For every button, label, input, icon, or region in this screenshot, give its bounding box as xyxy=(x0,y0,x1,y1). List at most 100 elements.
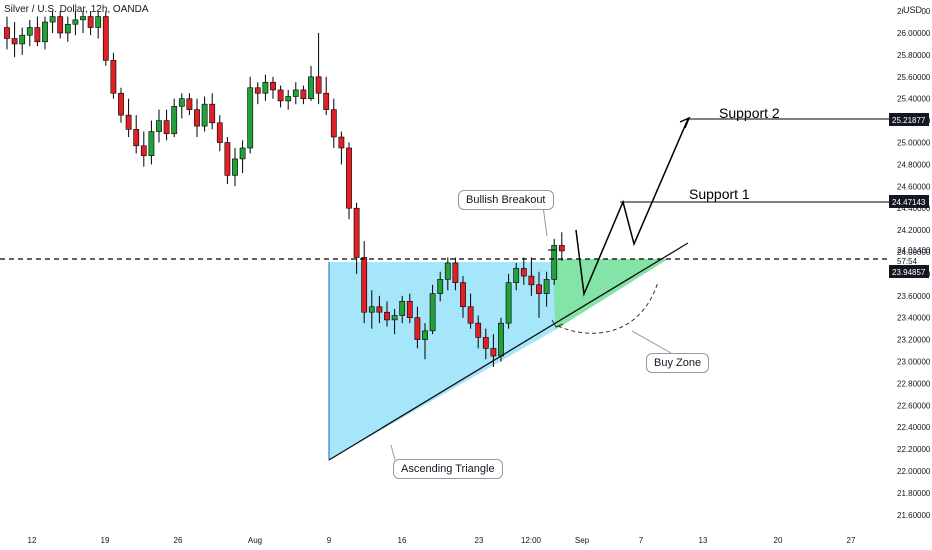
ascending-support-line xyxy=(328,242,689,461)
candle xyxy=(49,11,56,33)
candle xyxy=(186,93,193,116)
y-tick-label: 24.20000 xyxy=(897,226,931,235)
y-tick-label: 26.00000 xyxy=(897,29,931,38)
x-tick-label: 12 xyxy=(28,536,37,545)
candle-body xyxy=(498,322,504,357)
y-tick-label: 23.00000 xyxy=(897,358,931,367)
support-1-price-label: 24.47143 xyxy=(892,198,926,207)
candle-body xyxy=(163,120,170,135)
candle xyxy=(300,85,307,105)
buy-zone-fill xyxy=(553,259,668,330)
candle xyxy=(232,147,238,187)
bullish-breakout-callout: Bullish Breakout xyxy=(458,190,554,210)
candle-body xyxy=(224,142,231,176)
candle-body xyxy=(300,89,307,100)
y-tick-label: 22.20000 xyxy=(897,445,931,454)
projected-path xyxy=(575,118,689,297)
candle-body xyxy=(118,92,124,116)
x-tick-label: 23 xyxy=(475,536,484,545)
candle xyxy=(330,98,337,148)
candle-body xyxy=(216,122,223,143)
candle-body xyxy=(57,16,64,34)
candle xyxy=(178,93,185,119)
y-tick-label: 25.00000 xyxy=(897,139,931,148)
currency-label[interactable]: USD xyxy=(902,5,922,15)
candle-body xyxy=(406,300,413,318)
candle-body xyxy=(368,306,375,313)
candle xyxy=(11,22,18,58)
candle-body xyxy=(64,23,71,34)
chart-title: Silver / U.S. Dollar, 12h, OANDA xyxy=(4,4,149,15)
x-tick-label: 13 xyxy=(699,536,708,545)
candle-body xyxy=(95,16,102,28)
candle xyxy=(4,16,10,50)
candle xyxy=(536,271,542,318)
y-tick-label: 23.20000 xyxy=(897,336,931,345)
candle-body xyxy=(513,268,520,283)
candle xyxy=(292,82,299,105)
candle xyxy=(95,11,102,39)
candle xyxy=(361,241,368,324)
candle xyxy=(140,131,147,167)
candle xyxy=(270,76,276,99)
candle-body xyxy=(543,279,550,294)
candle xyxy=(209,93,216,130)
candle-body xyxy=(323,92,330,110)
candle-body xyxy=(239,147,246,160)
x-tick-label: 12:00 xyxy=(521,536,542,545)
candle xyxy=(346,142,352,220)
candle xyxy=(452,257,459,291)
buy-zone-arc xyxy=(557,281,659,334)
candle xyxy=(558,232,565,261)
candle-body xyxy=(391,315,398,321)
candle-body xyxy=(475,322,482,338)
candle-body xyxy=(505,282,512,324)
y-tick-label: 24.00000 xyxy=(897,248,931,257)
candle xyxy=(42,16,48,50)
candle-body xyxy=(414,317,421,340)
y-tick-label: 24.40000 xyxy=(897,204,931,213)
candle xyxy=(80,11,86,33)
candle-body xyxy=(133,129,140,147)
y-tick-label: 22.00000 xyxy=(897,467,931,476)
candle xyxy=(133,115,140,154)
candle-body xyxy=(178,98,185,107)
candle-body xyxy=(460,282,466,308)
candle xyxy=(528,257,535,296)
candle-body xyxy=(444,262,451,280)
y-tick-label: 25.40000 xyxy=(897,95,931,104)
candle xyxy=(262,74,269,101)
candle-body xyxy=(140,145,147,156)
candle xyxy=(171,98,178,138)
candle-body xyxy=(270,81,276,91)
candle-body xyxy=(422,330,428,340)
candle xyxy=(513,262,520,291)
y-tick-label: 25.80000 xyxy=(897,51,931,60)
candle-body xyxy=(292,89,299,97)
x-tick-label: 9 xyxy=(327,536,332,545)
buy-zone-pointer xyxy=(631,330,672,354)
candle xyxy=(285,89,292,110)
candle xyxy=(110,52,117,99)
projection-arrowhead xyxy=(679,116,691,129)
candle-body xyxy=(353,207,360,258)
candle-body xyxy=(384,311,390,321)
candle xyxy=(376,295,383,324)
triangle-fill xyxy=(329,262,555,460)
candle xyxy=(422,323,428,360)
candle-body xyxy=(34,27,41,43)
candle xyxy=(543,271,550,307)
candle-body xyxy=(551,245,558,280)
candle-body xyxy=(254,87,261,94)
candle xyxy=(490,334,497,367)
candle xyxy=(216,115,223,152)
y-tick-label: 25.60000 xyxy=(897,73,931,82)
candle xyxy=(460,276,466,318)
y-tick-label: 24.80000 xyxy=(897,160,931,169)
y-tick-label: 23.40000 xyxy=(897,314,931,323)
candle xyxy=(201,96,208,132)
x-tick-label: 19 xyxy=(101,536,110,545)
candle xyxy=(429,284,436,335)
candle-body xyxy=(171,106,178,135)
